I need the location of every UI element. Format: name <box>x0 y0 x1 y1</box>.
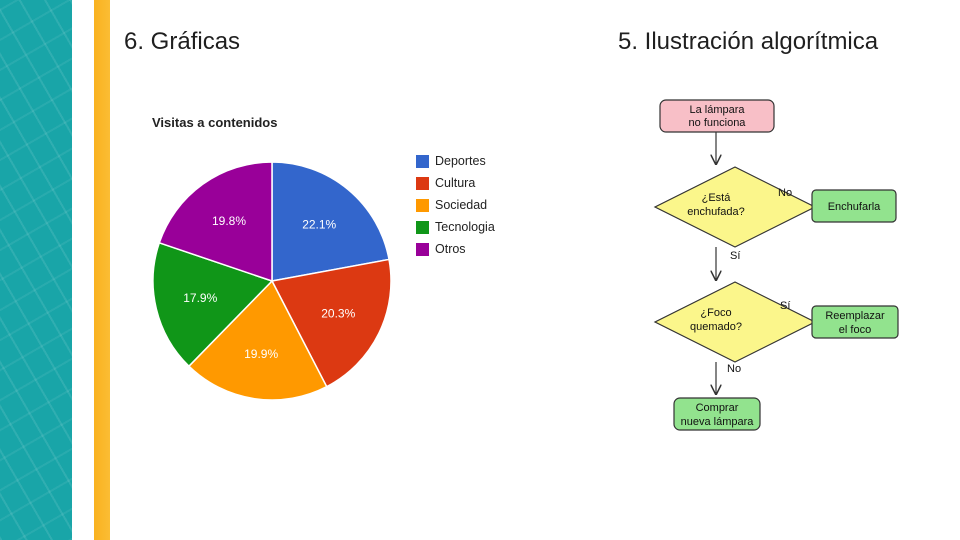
flow-action1-text: Enchufarla <box>828 201 881 213</box>
pie-slice-sociedad <box>187 279 328 401</box>
decorative-yellow-strip <box>94 0 110 540</box>
legend-swatch <box>416 198 429 212</box>
flow-decision2-line2: quemado? <box>690 321 742 333</box>
legend-swatch <box>416 220 429 234</box>
flow-decision2-yes-label: Sí <box>780 300 790 312</box>
legend-label: Sociedad <box>435 198 488 212</box>
legend-swatch <box>416 242 429 256</box>
legend-item-deportes: Deportes <box>416 150 495 172</box>
pie-label-deportes: 22.1% <box>302 217 336 231</box>
pie-chart: 22.1% 20.3% 19.9% 17.9% 19.8% <box>152 161 392 401</box>
flow-decision2-diamond <box>653 281 817 363</box>
flow-action2-line2: el foco <box>839 324 871 336</box>
flow-decision1-line1: ¿Está <box>702 192 732 204</box>
pie-slice-deportes <box>271 161 390 282</box>
legend-item-tecnologia: Tecnologia <box>416 216 495 238</box>
flowchart: La lámpara no funciona ¿Está enchufada? … <box>653 99 899 431</box>
legend-label: Tecnologia <box>435 220 495 234</box>
legend-label: Otros <box>435 242 466 256</box>
flow-action2-box <box>811 305 899 339</box>
decorative-teal-strip <box>0 0 72 540</box>
slide-title-graficas: 6. Gráficas <box>124 28 241 55</box>
legend-label: Deportes <box>435 154 486 168</box>
chart-title: Visitas a contenidos <box>152 115 278 130</box>
flow-end-line2: nueva lámpara <box>681 416 755 428</box>
pie-slice-otros <box>158 161 273 283</box>
flow-end-box <box>673 397 761 431</box>
flow-start-line2: no funciona <box>689 117 747 129</box>
flow-decision1-yes-label: Sí <box>730 250 740 262</box>
pie-label-cultura: 20.3% <box>321 306 355 320</box>
pie-label-otros: 19.8% <box>212 214 246 228</box>
flow-start-box <box>659 99 775 133</box>
pie-slice-tecnologia <box>152 241 274 368</box>
flow-action2-line1: Reemplazar <box>825 310 885 322</box>
legend-item-otros: Otros <box>416 238 495 260</box>
decorative-white-gap <box>72 0 94 540</box>
flow-decision2-no-label: No <box>727 363 741 375</box>
flow-decision1-no-label: No <box>778 187 792 199</box>
flow-decision1-diamond <box>653 166 817 248</box>
flow-decision2-line1: ¿Foco <box>700 307 731 319</box>
flow-action1-box <box>811 189 897 223</box>
legend-swatch <box>416 176 429 190</box>
legend-item-sociedad: Sociedad <box>416 194 495 216</box>
flow-decision1-line2: enchufada? <box>687 206 745 218</box>
pie-label-sociedad: 19.9% <box>244 347 278 361</box>
legend-item-cultura: Cultura <box>416 172 495 194</box>
pie-label-tecnologia: 17.9% <box>183 291 217 305</box>
legend-label: Cultura <box>435 176 476 190</box>
flow-end-line1: Comprar <box>696 402 739 414</box>
flow-start-line1: La lámpara <box>689 104 745 116</box>
slide-title-ilustracion: 5. Ilustración algorítmica <box>618 28 879 55</box>
pie-slice-cultura <box>270 258 392 388</box>
chart-legend: Deportes Cultura Sociedad Tecnologia Otr… <box>416 150 495 260</box>
legend-swatch <box>416 154 429 168</box>
